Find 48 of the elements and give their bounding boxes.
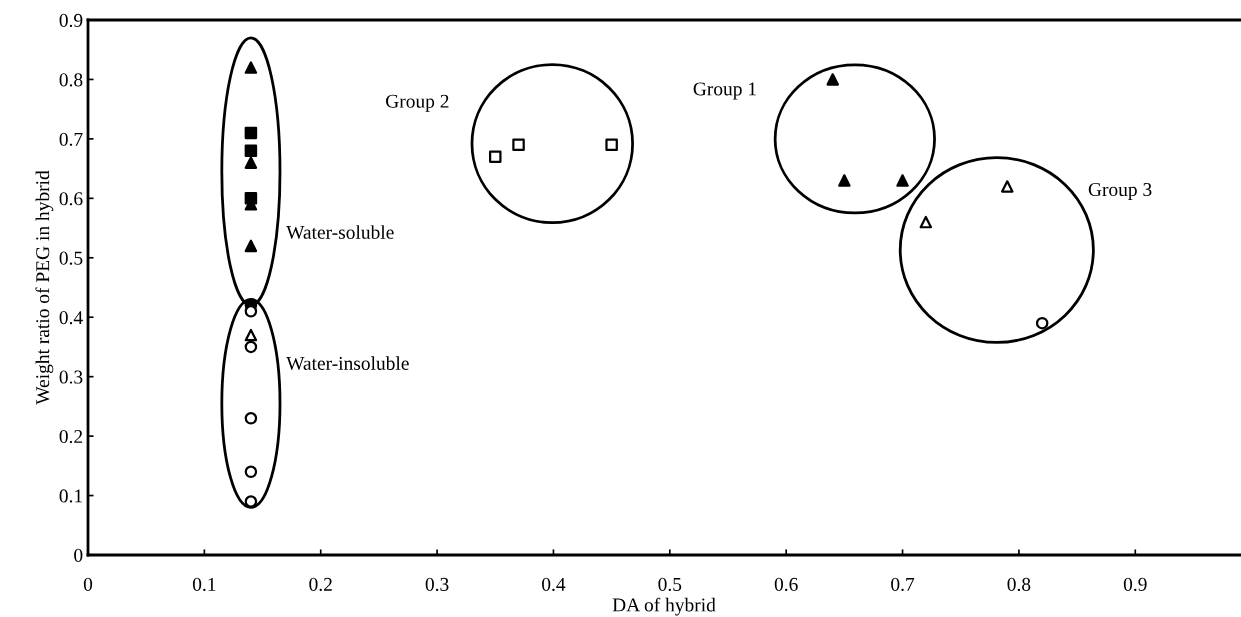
point: [244, 305, 258, 318]
x-tick-label: 0.5: [658, 577, 682, 591]
point: [826, 73, 839, 86]
x-tick-label: 0.2: [309, 577, 332, 591]
x-tick-label: 0.1: [192, 577, 216, 591]
y-tick-label: 0.9: [59, 13, 83, 28]
annotation: Water-soluble: [286, 225, 394, 239]
point: [896, 174, 909, 187]
annotation: Group 3: [1088, 183, 1152, 201]
y-tick-label: 0.8: [59, 73, 83, 87]
y-tick-label: 0.6: [59, 192, 83, 206]
point: [1035, 316, 1049, 330]
point: [244, 61, 258, 74]
y-tick-label: 0.5: [59, 251, 83, 265]
y-axis-title: Weight ratio of PEG in hybrid: [35, 170, 54, 405]
point: [1001, 180, 1014, 193]
annotation: Water-insoluble: [286, 356, 409, 371]
x-tick-label: 0.9: [1123, 577, 1147, 591]
x-tick-label: 0.4: [542, 577, 566, 591]
point: [919, 215, 933, 229]
y-tick-label: 0.3: [59, 370, 83, 384]
point: [838, 174, 851, 187]
point: [244, 126, 258, 140]
x-axis-title: DA of hybrid: [612, 597, 716, 616]
point: [244, 495, 258, 508]
point: [244, 412, 258, 425]
x-tick-label: 0: [83, 577, 93, 591]
y-tick-label: 0.2: [59, 429, 83, 444]
point: [244, 192, 258, 205]
point: [244, 239, 258, 253]
x-tick-label: 0.6: [774, 577, 798, 591]
y-tick-label: 0.1: [59, 489, 82, 503]
y-tick-label: 0.4: [59, 311, 83, 325]
point: [244, 465, 258, 479]
annotation: Group 2: [386, 94, 449, 112]
point: [244, 144, 258, 158]
x-tick-label: 0.8: [1007, 577, 1031, 591]
point: [244, 156, 258, 169]
point: [489, 150, 502, 163]
point: [244, 340, 258, 354]
point: [605, 138, 618, 152]
y-tick-label: 0: [74, 548, 83, 562]
point: [244, 328, 258, 342]
x-tick-label: 0.7: [891, 577, 915, 591]
annotation: Group 1: [693, 82, 756, 100]
point: [512, 138, 525, 152]
x-tick-label: 0.3: [425, 577, 449, 591]
y-tick-label: 0.7: [59, 132, 83, 146]
